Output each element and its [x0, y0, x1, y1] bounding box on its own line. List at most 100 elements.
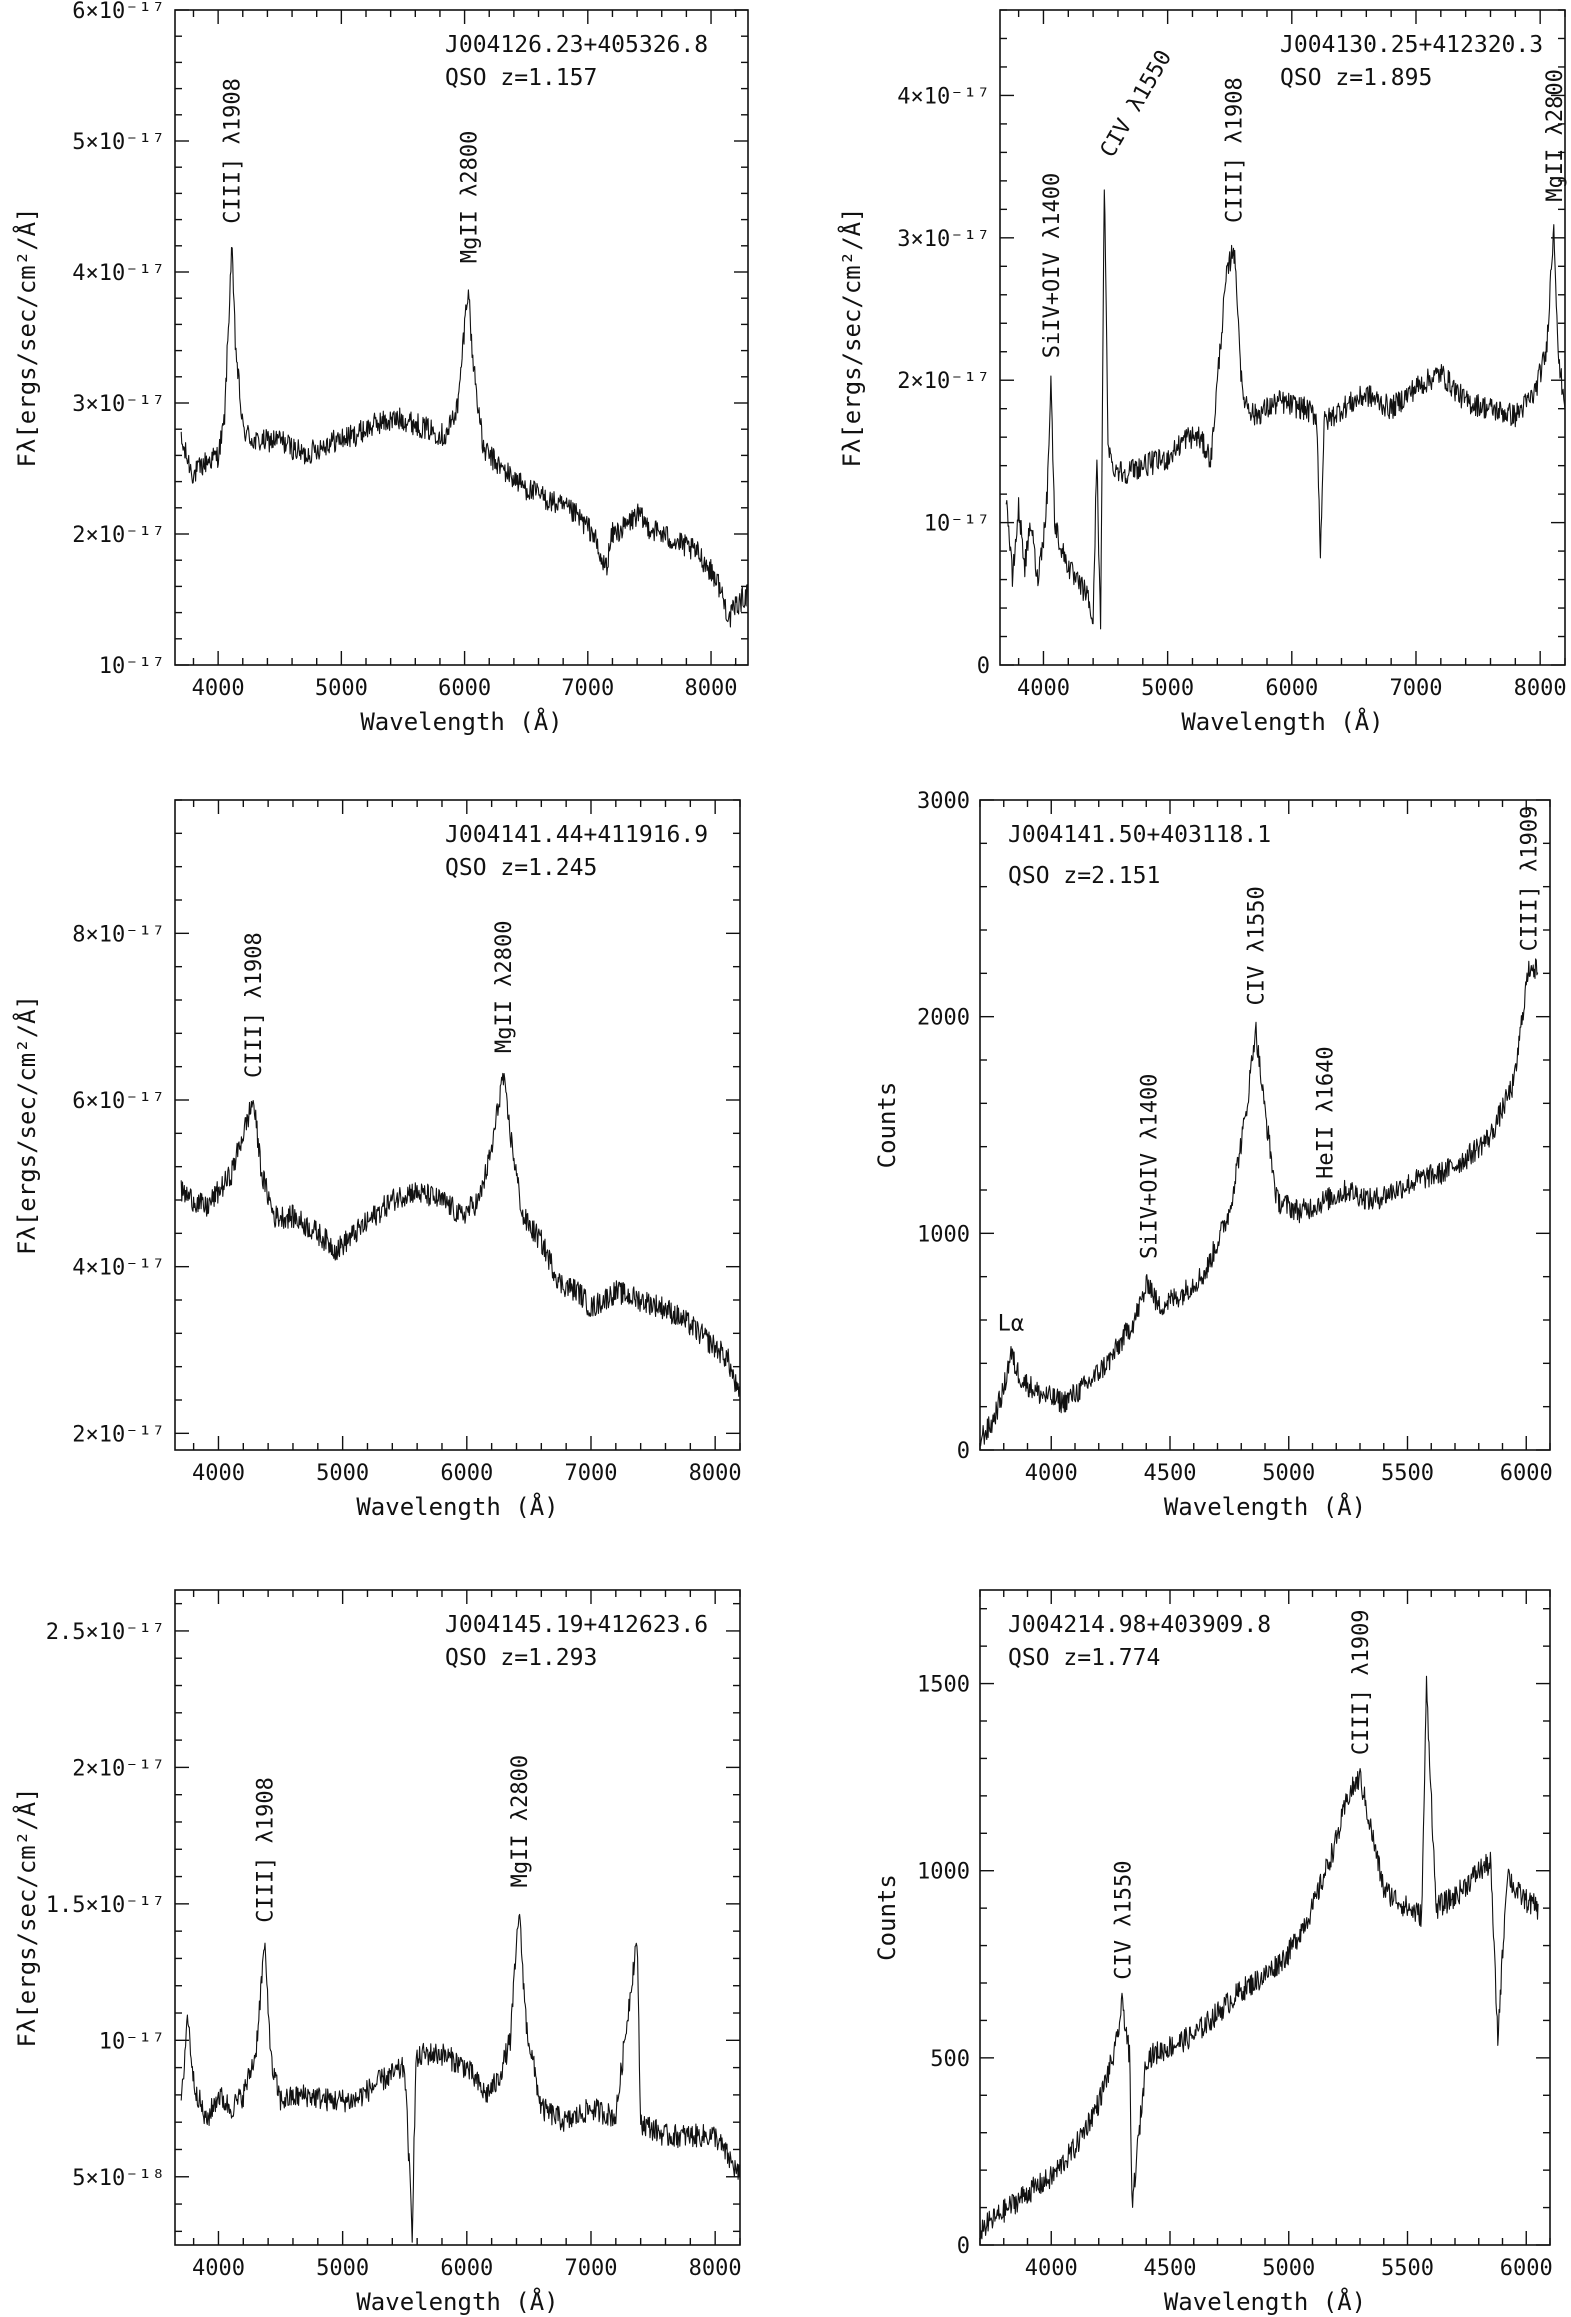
x-axis-label: Wavelength (Å) [360, 707, 562, 736]
emission-line-label: SiIV+OIV λ1400 [1040, 173, 1065, 358]
x-tick-label: 4000 [1025, 2256, 1078, 2281]
spectrum-line [979, 1675, 1539, 2240]
object-name: J004214.98+403909.8 [1008, 1612, 1271, 1638]
x-tick-label: 6000 [440, 2256, 493, 2281]
x-tick-label: 8000 [689, 1461, 742, 1486]
x-tick-label: 5500 [1381, 1461, 1434, 1486]
y-tick-label: 4×10⁻¹⁷ [72, 1256, 165, 1281]
y-axis-label: Fλ[ergs/sec/cm²/Å] [12, 1787, 41, 2047]
x-tick-label: 5000 [1262, 2256, 1315, 2281]
y-axis-label: Fλ[ergs/sec/cm²/Å] [12, 995, 41, 1255]
y-tick-label: 5×10⁻¹⁸ [72, 2166, 165, 2191]
x-axis-label: Wavelength (Å) [1164, 1492, 1366, 1521]
x-tick-label: 8000 [689, 2256, 742, 2281]
x-tick-label: 4000 [1025, 1461, 1078, 1486]
y-tick-label: 3×10⁻¹⁷ [897, 227, 990, 252]
emission-line-label: CIII] λ1908 [242, 932, 267, 1078]
x-axis-label: Wavelength (Å) [356, 1492, 558, 1521]
plot-frame [979, 1589, 1551, 2246]
y-tick-label: 2×10⁻¹⁷ [72, 1756, 165, 1781]
y-axis-label: Fλ[ergs/sec/cm²/Å] [837, 207, 866, 467]
plot-frame [174, 799, 741, 1451]
y-tick-label: 6×10⁻¹⁷ [72, 0, 165, 24]
y-tick-label: 4×10⁻¹⁷ [72, 261, 165, 286]
spectrum-line [180, 246, 749, 628]
redshift-label: QSO z=1.774 [1008, 1645, 1160, 1671]
chart-panel-4: 4000 4500 5000 5500 6000 0 1000 2000 3000 Wavelen… [873, 789, 1553, 1521]
x-tick-label: 4000 [1017, 676, 1070, 701]
y-tick-label: 0 [957, 2234, 970, 2259]
y-tick-label: 10⁻¹⁷ [924, 512, 990, 537]
y-tick-label: 1000 [917, 1222, 970, 1247]
x-tick-label: 4000 [192, 676, 245, 701]
x-tick-label: 4000 [192, 1461, 245, 1486]
y-tick-label: 5×10⁻¹⁷ [72, 130, 165, 155]
y-tick-label: 3000 [917, 789, 970, 814]
x-tick-label: 5000 [316, 1461, 369, 1486]
emission-line-label: MgII λ2800 [1543, 69, 1568, 201]
x-tick-label: 5000 [316, 2256, 369, 2281]
y-axis-label: Counts [873, 1082, 901, 1169]
x-tick-label: 7000 [561, 676, 614, 701]
x-tick-label: 5500 [1381, 2256, 1434, 2281]
x-tick-label: 4500 [1144, 2256, 1197, 2281]
x-tick-label: 7000 [564, 2256, 617, 2281]
plot-frame [999, 9, 1566, 666]
y-tick-label: 1000 [917, 1860, 970, 1885]
plot-frame [174, 9, 749, 666]
y-tick-label: 2000 [917, 1006, 970, 1031]
x-tick-label: 7000 [564, 1461, 617, 1486]
emission-line-label: CIII] λ1908 [1222, 77, 1247, 223]
y-axis-label: Fλ[ergs/sec/cm²/Å] [12, 207, 41, 467]
object-name: J004145.19+412623.6 [445, 1612, 708, 1638]
redshift-label: QSO z=1.157 [445, 65, 597, 91]
chart-panel-2: 4000 5000 6000 7000 8000 0 10⁻¹⁷ 2×10⁻¹⁷ 3×10⁻¹⁷… [837, 9, 1568, 736]
x-tick-label: 6000 [1500, 2256, 1553, 2281]
y-tick-label: 2×10⁻¹⁷ [897, 369, 990, 394]
object-name: J004130.25+412320.3 [1280, 32, 1543, 58]
x-tick-label: 5000 [1141, 676, 1194, 701]
emission-line-label: CIV λ1550 [1096, 46, 1177, 162]
y-tick-label: 8×10⁻¹⁷ [72, 922, 165, 947]
y-axis-label: Counts [873, 1874, 901, 1961]
y-tick-label: 0 [957, 1439, 970, 1464]
x-tick-label: 5000 [1262, 1461, 1315, 1486]
emission-line-label: SiIV+OIV λ1400 [1138, 1074, 1163, 1259]
x-tick-label: 6000 [438, 676, 491, 701]
x-tick-label: 4500 [1144, 1461, 1197, 1486]
object-name: J004126.23+405326.8 [445, 32, 708, 58]
emission-line-label: MgII λ2800 [457, 131, 482, 263]
y-tick-label: 10⁻¹⁷ [99, 654, 165, 679]
y-tick-label: 0 [977, 654, 990, 679]
x-tick-label: 8000 [685, 676, 738, 701]
emission-line-label: CIV λ1550 [1112, 1860, 1137, 1979]
emission-line-label: HeII λ1640 [1313, 1046, 1338, 1178]
emission-line-label: CIV λ1550 [1245, 886, 1270, 1005]
x-tick-label: 8000 [1514, 676, 1567, 701]
redshift-label: QSO z=2.151 [1008, 863, 1160, 889]
x-tick-label: 7000 [1389, 676, 1442, 701]
emission-line-label: CIII] λ1908 [221, 78, 246, 224]
y-tick-label: 1.5×10⁻¹⁷ [46, 1893, 165, 1918]
emission-line-label: MgII λ2800 [508, 1755, 533, 1887]
chart-panel-1: 4000 5000 6000 7000 8000 10⁻¹⁷ 2×10⁻¹⁷ 3×10⁻¹⁷ 4… [12, 0, 749, 736]
y-tick-label: 4×10⁻¹⁷ [897, 84, 990, 109]
emission-line-label: MgII λ2800 [492, 921, 517, 1053]
x-tick-label: 4000 [192, 2256, 245, 2281]
y-tick-label: 6×10⁻¹⁷ [72, 1089, 165, 1114]
x-axis-label: Wavelength (Å) [1181, 707, 1383, 736]
spectrum-line [979, 958, 1539, 1447]
x-tick-label: 6000 [440, 1461, 493, 1486]
y-tick-label: 2×10⁻¹⁷ [72, 1422, 165, 1447]
y-tick-label: 500 [930, 2047, 970, 2072]
spectrum-line [180, 1072, 741, 1397]
chart-panel-5: 4000 5000 6000 7000 8000 5×10⁻¹⁸ 10⁻¹⁷ 1.5×10⁻¹… [12, 1589, 742, 2316]
y-tick-label: 1500 [917, 1673, 970, 1698]
y-tick-label: 2.5×10⁻¹⁷ [46, 1620, 165, 1645]
plot-frame [174, 1589, 741, 2246]
x-axis-label: Wavelength (Å) [356, 2287, 558, 2316]
spectrum-line [1005, 189, 1566, 630]
emission-line-label: Lα [998, 1312, 1025, 1337]
y-tick-label: 10⁻¹⁷ [99, 2029, 165, 2054]
